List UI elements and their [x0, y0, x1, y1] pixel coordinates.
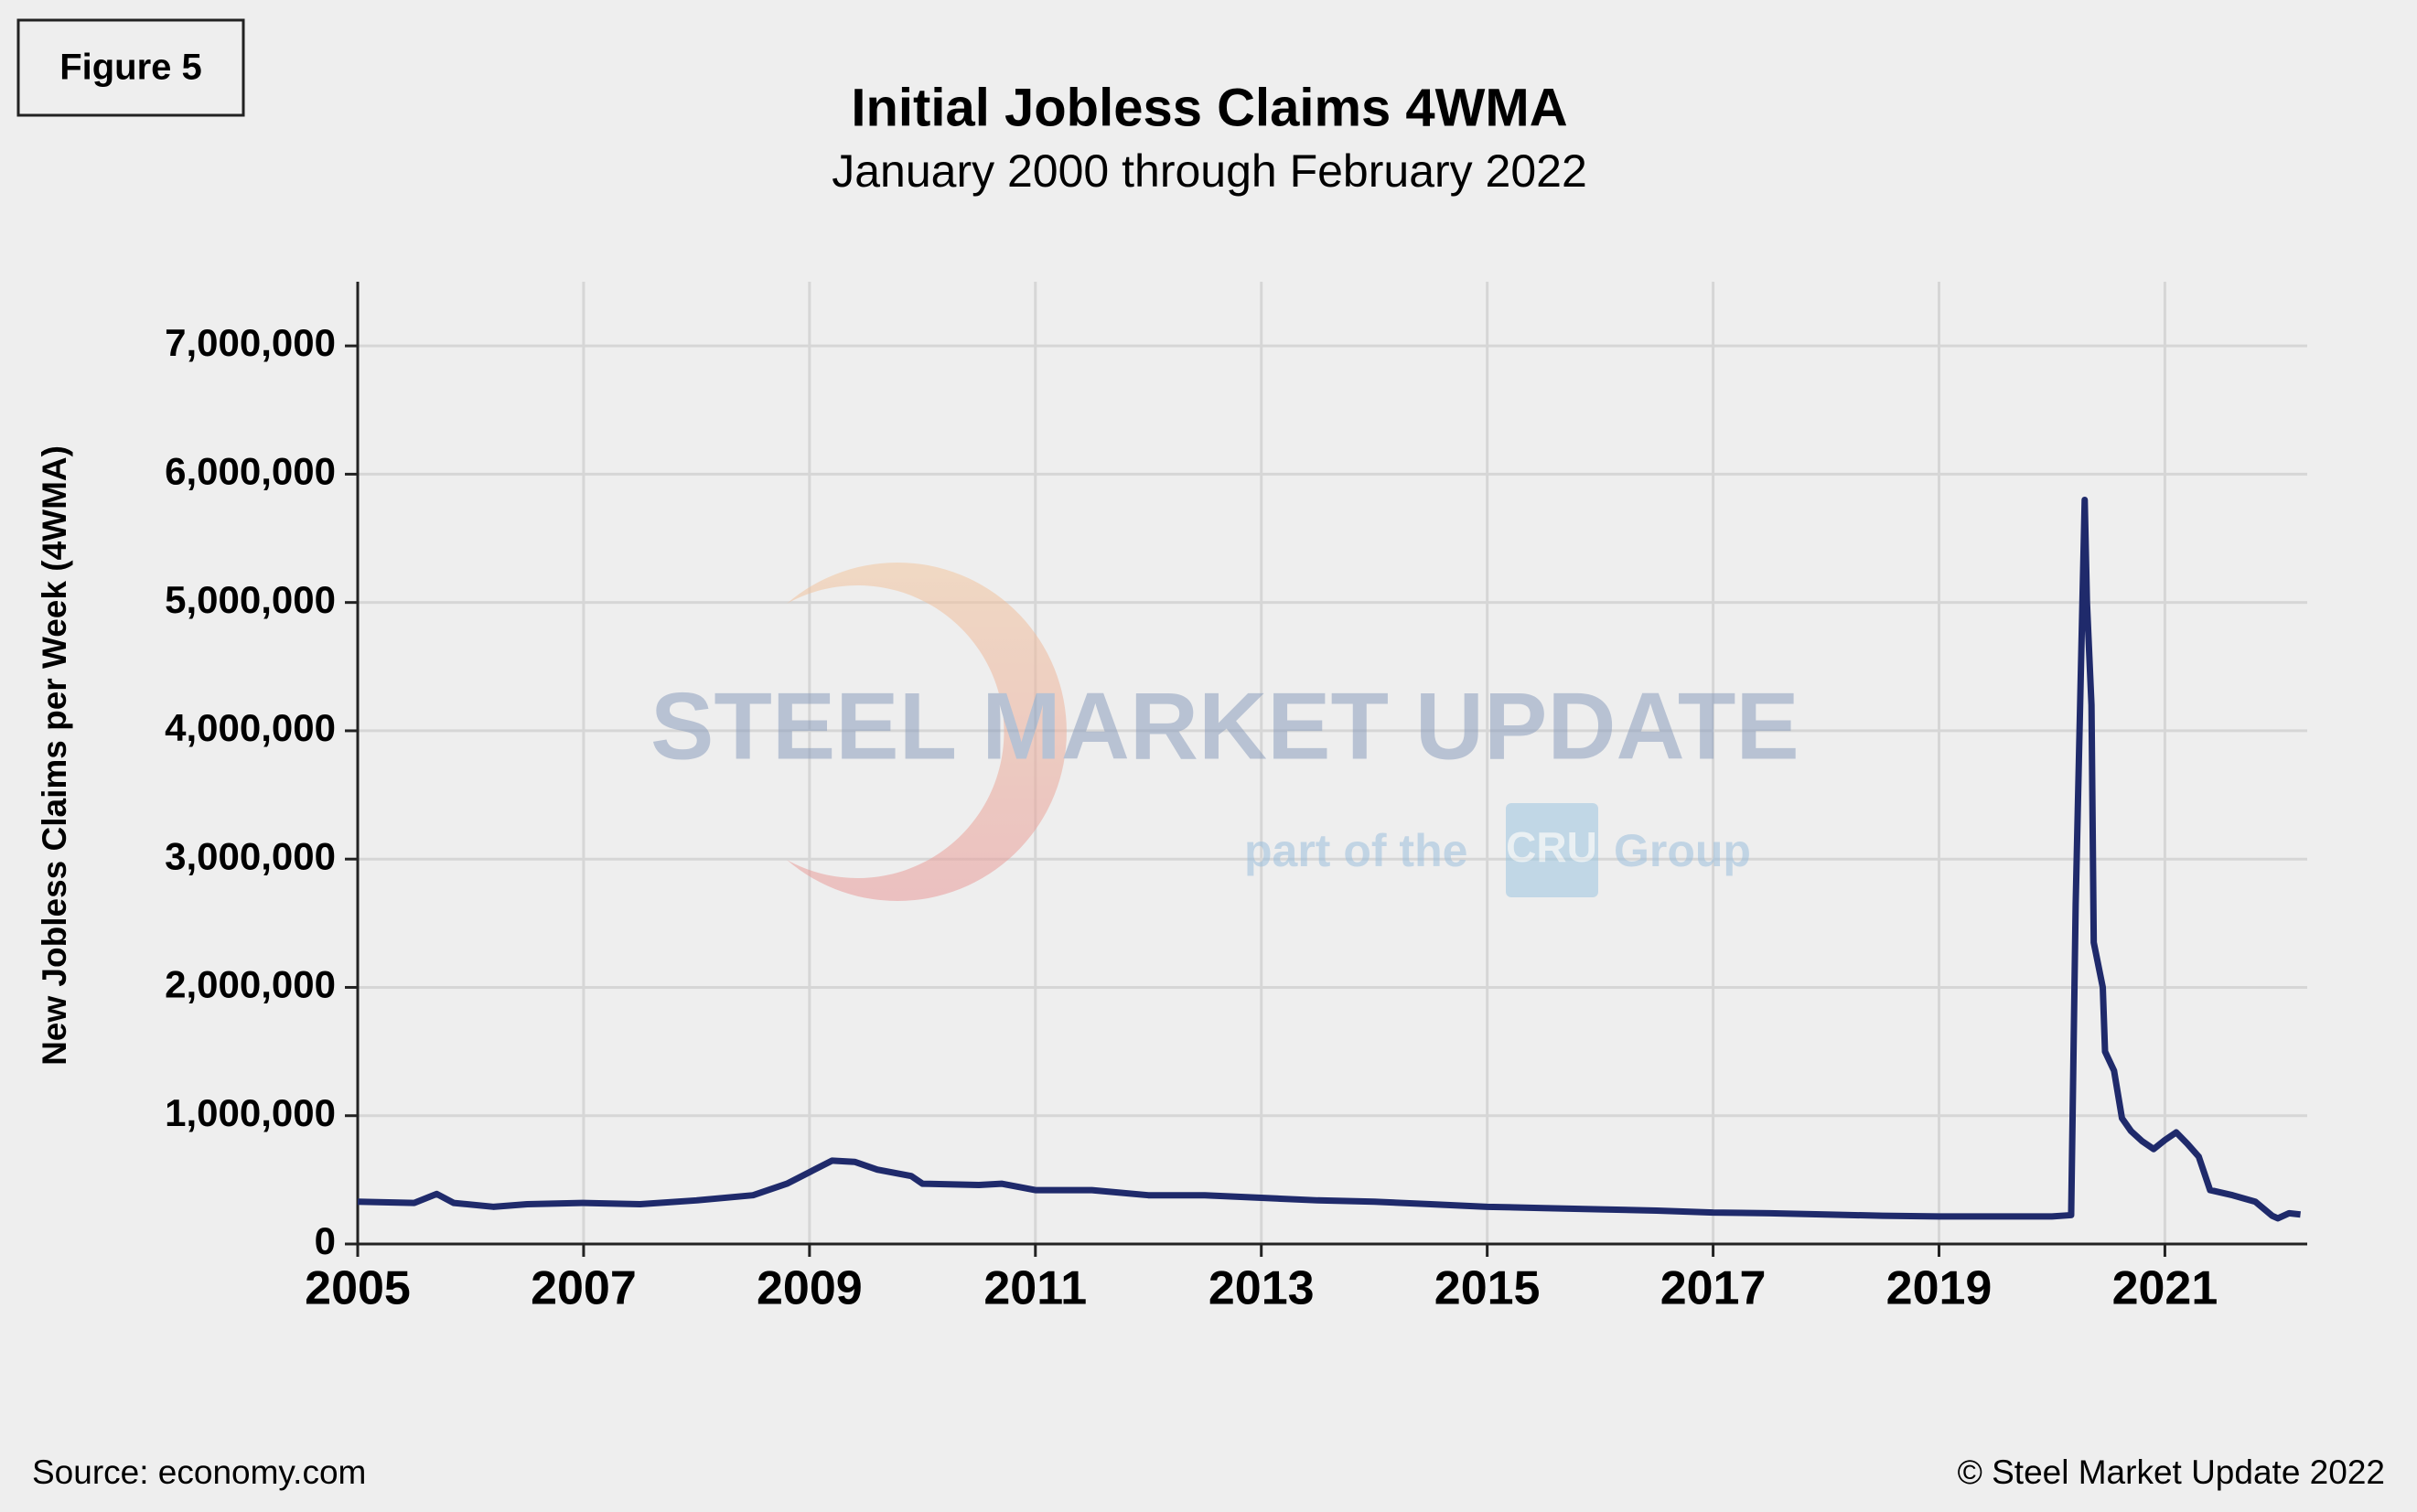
x-tick-label: 2009 — [757, 1262, 863, 1315]
x-tick-label: 2017 — [1660, 1262, 1767, 1315]
figure-label: Figure 5 — [59, 48, 202, 88]
y-tick-label: 2,000,000 — [165, 963, 336, 1006]
data-line — [357, 496, 2301, 1222]
x-tick-label: 2021 — [2112, 1262, 2218, 1315]
chart-subtitle: January 2000 through February 2022 — [832, 145, 1587, 197]
watermark-cru: CRU — [1506, 823, 1597, 871]
x-tick-label: 2011 — [983, 1262, 1087, 1315]
watermark: STEEL MARKET UPDATE part of the CRU Grou… — [650, 563, 1799, 902]
y-tick-label: 3,000,000 — [165, 834, 336, 877]
figure-box — [16, 18, 245, 117]
y-tick-label: 7,000,000 — [165, 321, 336, 364]
x-tick-label: 2013 — [1208, 1262, 1315, 1315]
watermark-group: Group — [1614, 825, 1751, 876]
y-tick-label: 6,000,000 — [165, 449, 336, 492]
x-tick-label: 2015 — [1434, 1262, 1541, 1315]
y-axis-label: New Jobless Claims per Week (4WMA) — [36, 445, 73, 1066]
watermark-cru-box — [1506, 803, 1598, 897]
source: Source: economy.com — [32, 1453, 366, 1491]
x-tick-label: 2005 — [305, 1262, 411, 1315]
x-tick-label: 2007 — [531, 1262, 637, 1315]
watermark-brand: STEEL MARKET UPDATE — [650, 673, 1799, 779]
copyright: © Steel Market Update 2022 — [1958, 1453, 2385, 1491]
x-tick-label: 2019 — [1886, 1262, 1993, 1315]
y-tick-label: 5,000,000 — [165, 578, 336, 621]
watermark-part: part of the — [1244, 825, 1467, 876]
y-tick-label: 1,000,000 — [165, 1091, 336, 1134]
chart-title: Initial Jobless Claims 4WMA — [851, 78, 1567, 137]
y-tick-label: 0 — [315, 1219, 336, 1262]
y-tick-label: 4,000,000 — [165, 706, 336, 749]
watermark-arc — [787, 563, 1067, 902]
